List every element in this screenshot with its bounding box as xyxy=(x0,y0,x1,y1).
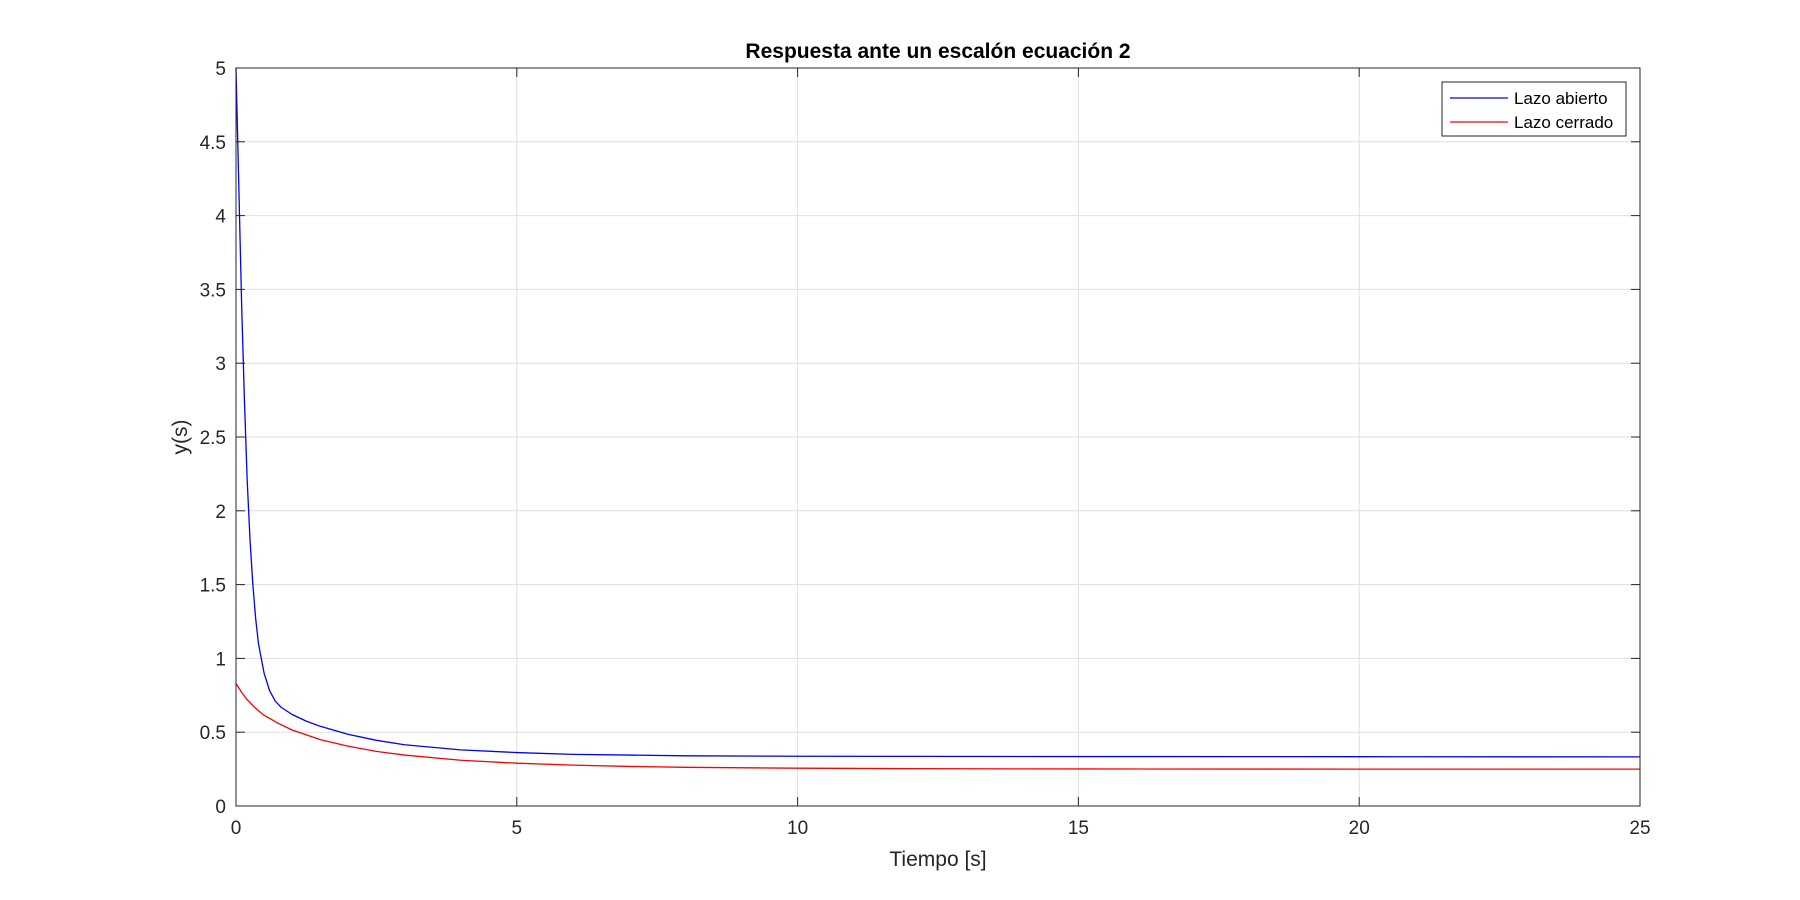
y-tick-label: 2.5 xyxy=(200,428,226,449)
x-tick-label: 20 xyxy=(1349,818,1370,839)
legend: Lazo abierto Lazo cerrado xyxy=(1441,81,1627,137)
y-tick-label: 1.5 xyxy=(200,576,226,597)
y-tick-label: 2 xyxy=(215,502,226,523)
y-tick-label: 1 xyxy=(215,649,226,670)
series-lines xyxy=(235,67,1641,770)
y-tick-label: 5 xyxy=(215,59,226,80)
x-tick-label: 0 xyxy=(231,818,242,839)
x-tick-label: 10 xyxy=(787,818,808,839)
y-tick-label: 0 xyxy=(215,797,226,818)
grid xyxy=(236,68,1640,806)
series-line-lazo-abierto xyxy=(235,67,1641,758)
x-tick-label: 5 xyxy=(512,818,523,839)
legend-label: Lazo cerrado xyxy=(1514,113,1613,132)
legend-label: Lazo abierto xyxy=(1514,89,1608,108)
x-tick-label: 25 xyxy=(1629,818,1650,839)
legend-box xyxy=(1441,81,1627,137)
chart-title: Respuesta ante un escalón ecuación 2 xyxy=(745,40,1130,63)
y-tick-label: 3 xyxy=(215,354,226,375)
y-tick-label: 0.5 xyxy=(200,723,226,744)
series-line-lazo-cerrado xyxy=(235,683,1640,770)
y-tick-label: 3.5 xyxy=(200,280,226,301)
x-axis-label: Tiempo [s] xyxy=(889,848,986,871)
y-axis-label: y(s) xyxy=(169,420,192,455)
y-tick-label: 4.5 xyxy=(200,133,226,154)
y-tick-label: 4 xyxy=(215,207,226,228)
ticks: 0 5 10 15 20 25 0 0.5 1 1.5 2 2.5 3 3.5 4 4.5 5 xyxy=(200,59,1651,839)
x-tick-label: 15 xyxy=(1068,818,1089,839)
